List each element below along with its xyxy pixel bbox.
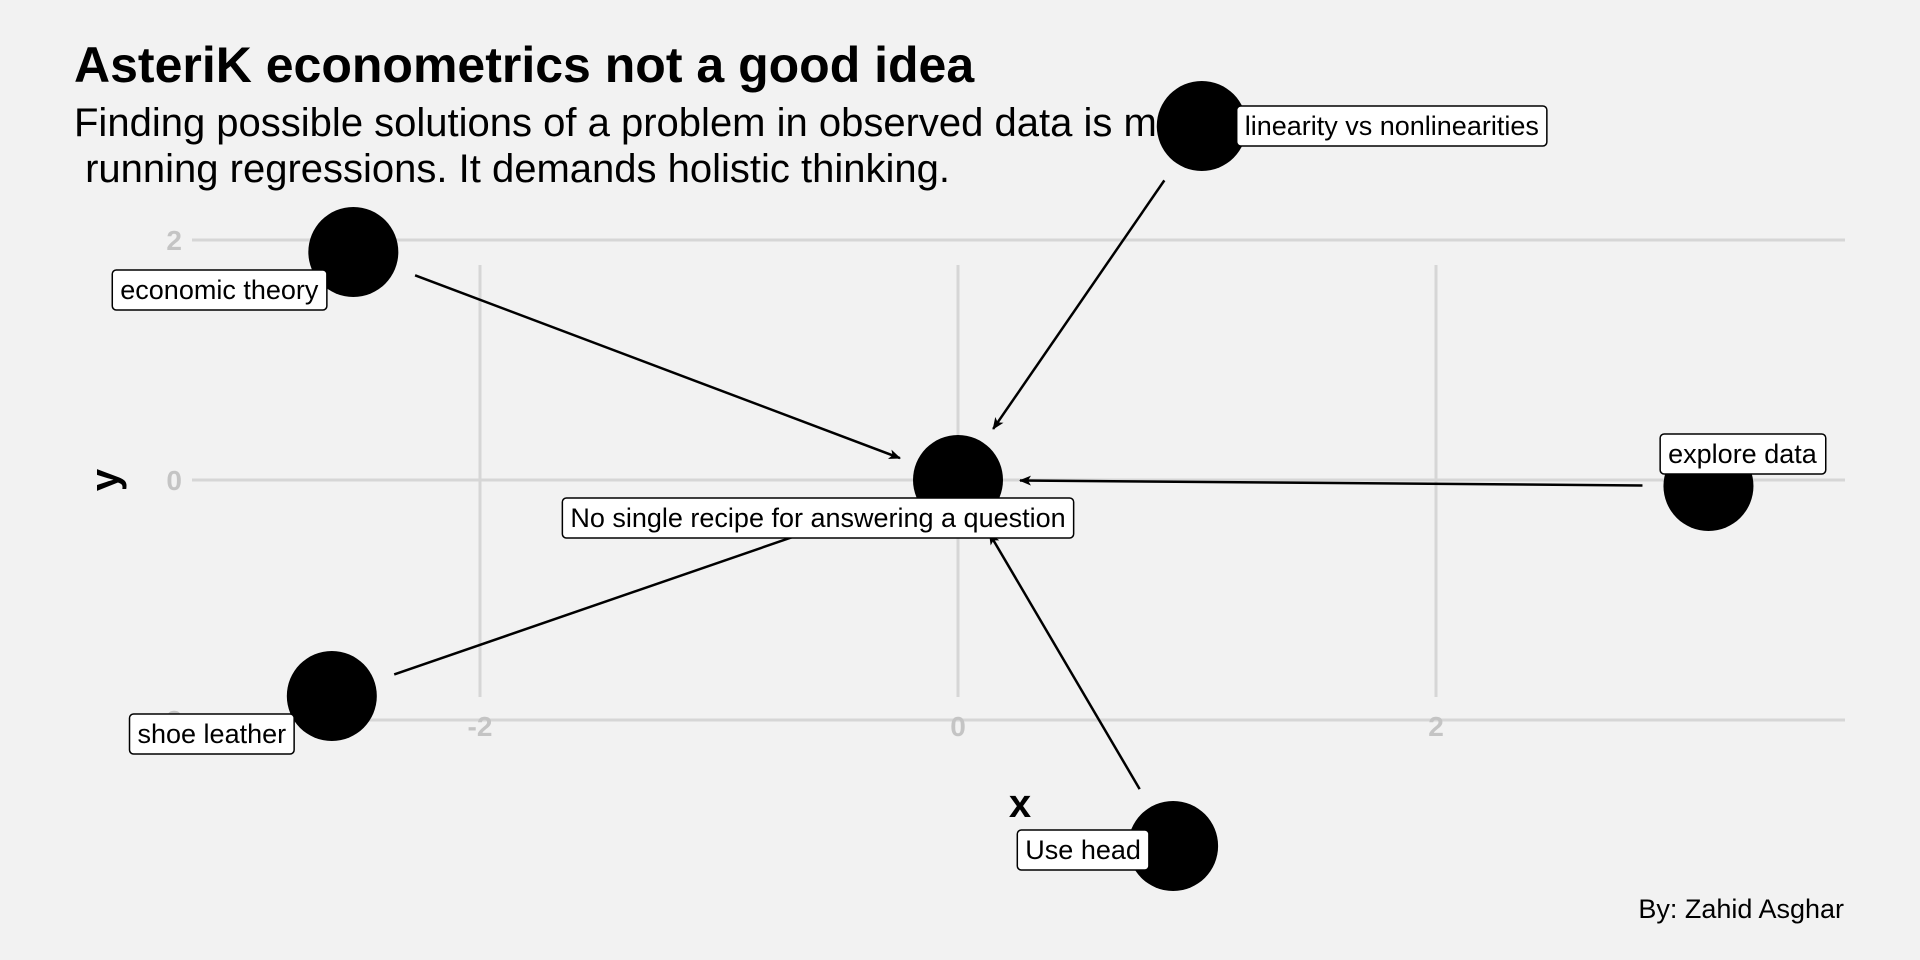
label-text: linearity vs nonlinearities bbox=[1245, 111, 1539, 141]
chart-caption: By: Zahid Asghar bbox=[1638, 894, 1844, 924]
chart-title: AsteriK econometrics not a good idea bbox=[74, 37, 975, 93]
data-point bbox=[1156, 81, 1247, 171]
x-tick-label: 2 bbox=[1428, 711, 1444, 742]
point-labels: economic theory shoe leather linearity vs … bbox=[111, 105, 1827, 871]
point-label: explore data bbox=[1659, 433, 1827, 475]
label-box bbox=[1016, 829, 1150, 871]
label-box bbox=[128, 713, 295, 755]
point-label: Use head bbox=[1016, 829, 1150, 871]
x-tick-label: 0 bbox=[950, 711, 966, 742]
arrow-line bbox=[414, 274, 901, 460]
x-axis-title: x bbox=[1009, 782, 1031, 826]
arrow-line bbox=[988, 532, 1141, 790]
points bbox=[286, 81, 1754, 891]
y-axis-title: y bbox=[83, 468, 127, 491]
label-box bbox=[111, 269, 328, 311]
arrow-line bbox=[992, 179, 1166, 430]
label-box bbox=[561, 497, 1075, 539]
label-text: No single recipe for answering a questio… bbox=[570, 503, 1065, 533]
label-box bbox=[1659, 433, 1827, 475]
grid bbox=[192, 238, 1845, 722]
x-tick-label: -2 bbox=[468, 711, 493, 742]
point-label: economic theory bbox=[111, 269, 328, 311]
label-box bbox=[1235, 105, 1548, 147]
data-point bbox=[1128, 801, 1219, 891]
y-tick-label: 0 bbox=[166, 465, 182, 496]
point-label: linearity vs nonlinearities bbox=[1235, 105, 1548, 147]
arrow-line bbox=[1018, 475, 1643, 487]
label-text: explore data bbox=[1668, 439, 1818, 469]
center-label: No single recipe for answering a questio… bbox=[561, 497, 1075, 539]
arrows bbox=[393, 179, 1643, 790]
label-text: shoe leather bbox=[138, 719, 287, 749]
label-text: Use head bbox=[1025, 835, 1141, 865]
y-tick-label: 2 bbox=[166, 225, 182, 256]
data-point bbox=[286, 651, 377, 741]
point-label: shoe leather bbox=[128, 713, 295, 755]
label-text: economic theory bbox=[120, 275, 319, 305]
data-point bbox=[308, 207, 399, 297]
